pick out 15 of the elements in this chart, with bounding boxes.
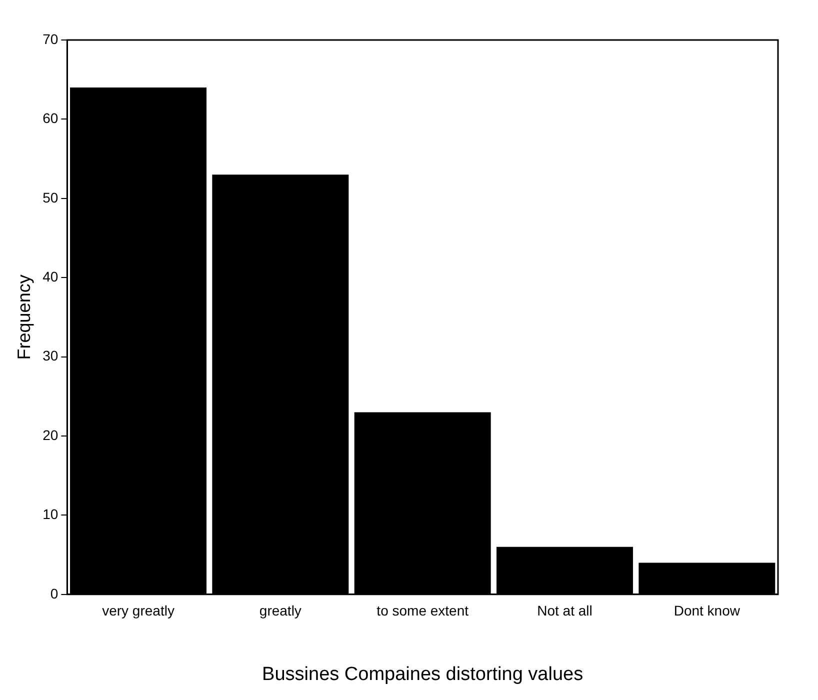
y-axis-title: Frequency (14, 274, 34, 360)
y-tick-label: 0 (50, 585, 58, 602)
y-tick-label: 70 (42, 30, 58, 47)
y-tick-label: 40 (42, 268, 58, 284)
x-tick-label: Not at all (537, 602, 592, 619)
x-axis-title: Bussines Compaines distorting values (262, 664, 584, 685)
y-tick-label: 20 (42, 426, 58, 443)
y-tick-label: 50 (42, 189, 58, 206)
y-tick-label: 60 (42, 110, 58, 126)
x-tick-label: very greatly (102, 602, 174, 619)
x-tick-label: Dont know (674, 602, 741, 619)
x-tick-label: greatly (259, 602, 302, 619)
x-tick-label: to some extent (376, 602, 469, 619)
y-tick-label: 10 (42, 506, 58, 522)
y-tick-label: 30 (42, 348, 58, 364)
